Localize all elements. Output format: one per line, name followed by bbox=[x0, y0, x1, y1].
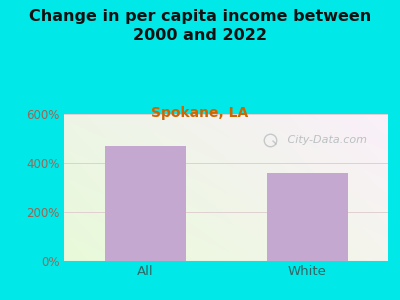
Text: Change in per capita income between
2000 and 2022: Change in per capita income between 2000… bbox=[29, 9, 371, 43]
Bar bbox=[104, 146, 186, 261]
Bar bbox=[266, 173, 348, 261]
Text: Spokane, LA: Spokane, LA bbox=[151, 106, 249, 121]
Text: City-Data.com: City-Data.com bbox=[284, 136, 367, 146]
